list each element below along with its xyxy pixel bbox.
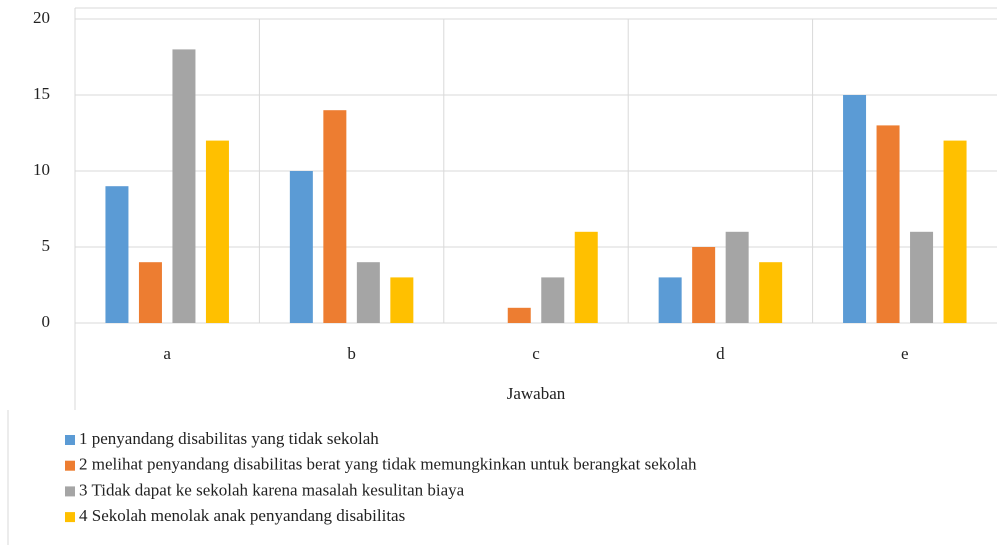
bar [390,277,414,323]
x-tick-label: c [532,344,540,363]
bar [910,231,934,323]
x-axis-label: Jawaban [507,384,566,403]
x-tick-label: e [901,344,909,363]
legend-label: 4 Sekolah menolak anak penyandang disabi… [79,506,405,525]
y-tick-label: 0 [42,312,51,331]
legend-swatch [65,512,75,523]
y-tick-label: 15 [33,84,50,103]
y-tick-label: 20 [33,8,50,27]
legend-swatch [65,486,75,497]
bar [205,140,229,323]
legend-label: 1 penyandang disabilitas yang tidak seko… [79,429,379,448]
legend-swatch [65,460,75,471]
legend-swatch [65,435,75,445]
bar [759,262,783,323]
bar [289,171,313,323]
legend-label: 2 melihat penyandang disabilitas berat y… [79,455,697,474]
y-tick-label: 5 [42,236,51,255]
bar [323,110,347,323]
bar [172,49,196,324]
y-tick-label: 10 [33,160,50,179]
bar [574,231,598,323]
bar [725,231,749,323]
bar [692,247,716,323]
bar [356,262,380,323]
bar [843,95,867,323]
x-tick-label: a [163,344,171,363]
bar [138,262,162,323]
bar [876,125,900,324]
x-tick-label: d [716,344,725,363]
bar [507,307,531,323]
bar [658,277,682,323]
legend-label: 3 Tidak dapat ke sekolah karena masalah … [79,480,465,499]
bar [943,140,967,323]
x-tick-label: b [347,344,356,363]
bar [105,186,129,323]
bar [541,277,565,323]
